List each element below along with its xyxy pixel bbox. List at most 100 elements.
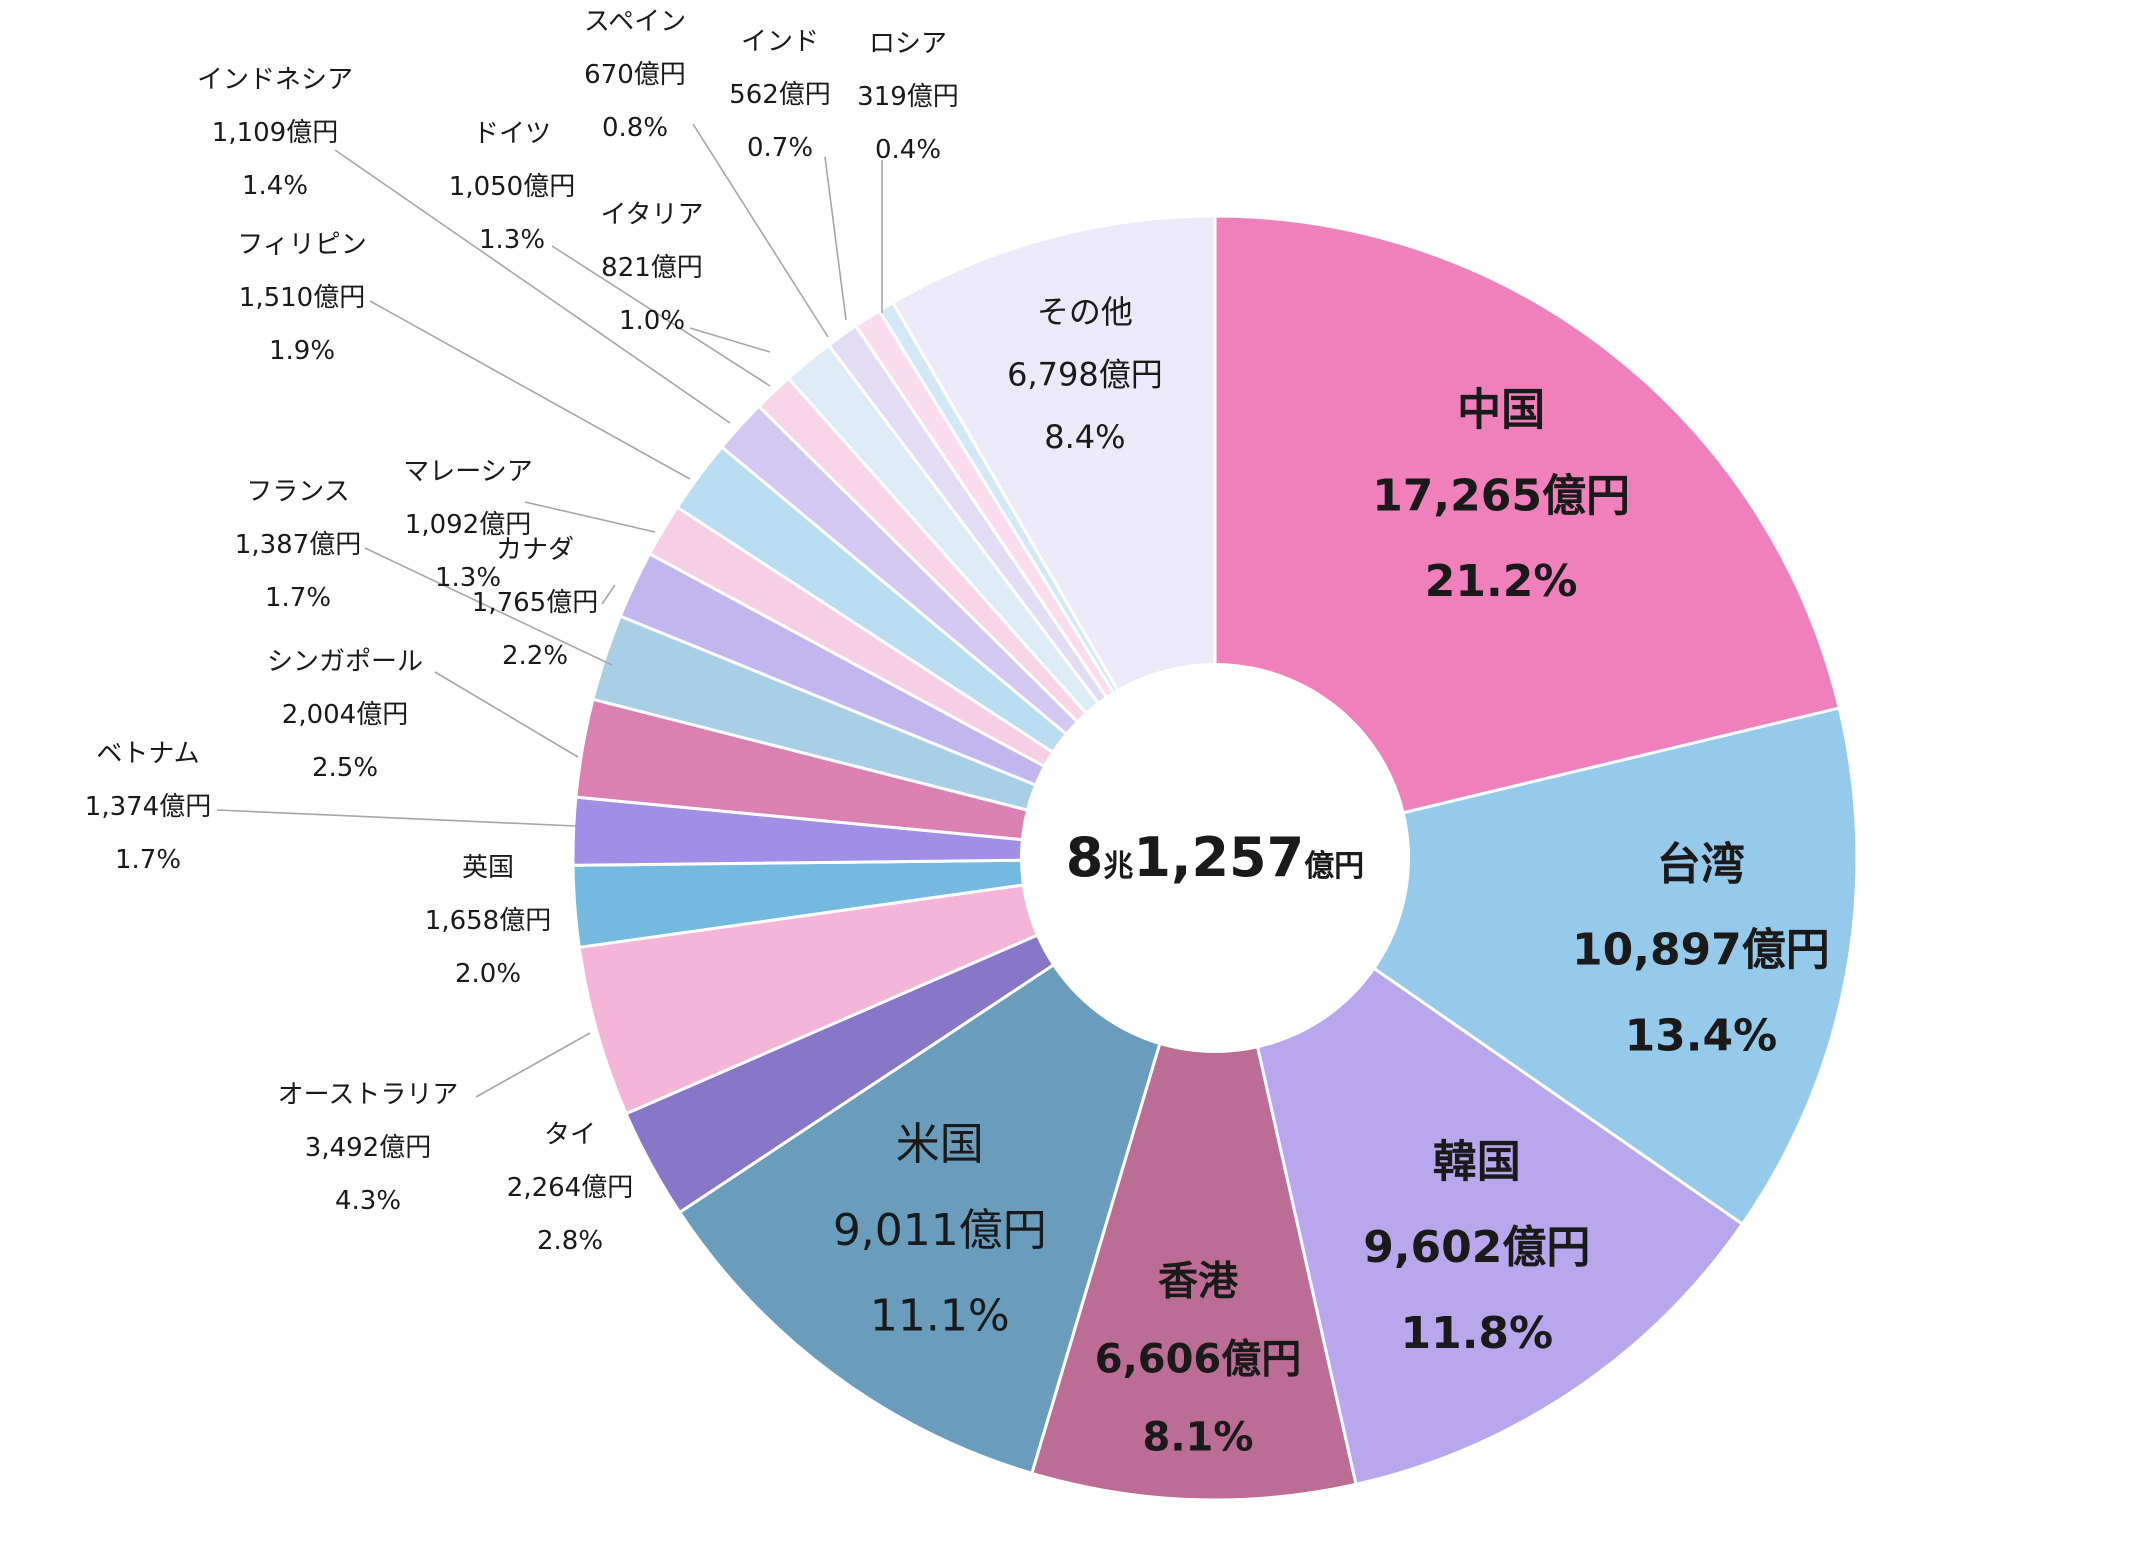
slice-インドネシア-leader-line xyxy=(334,149,731,424)
slice-value: 9,602億円 xyxy=(1363,1222,1590,1273)
slice-香港-label: 香港 6,606億円 8.1% xyxy=(1095,1259,1302,1461)
slice-value: 670億円 xyxy=(584,60,686,90)
slice-ベトナム-leader-line xyxy=(216,809,577,827)
slice-中国-label: 中国 17,265億円 21.2% xyxy=(1372,385,1630,608)
slice-value: 17,265億円 xyxy=(1372,470,1630,521)
slice-value: 1,658億円 xyxy=(425,906,551,936)
slice-value: 1,050億円 xyxy=(449,172,575,202)
slice-name: タイ xyxy=(544,1120,596,1150)
slice-中国 xyxy=(1213,214,1841,860)
slice-マレーシア-label: マレーシア 1,092億円 1.3% xyxy=(403,457,532,593)
slice-percent: 21.2% xyxy=(1425,556,1578,607)
slice-name: オーストラリア xyxy=(278,1080,459,1110)
slice-name: ベトナム xyxy=(96,739,199,769)
center-main2: 1,257 xyxy=(1133,826,1304,889)
slice-value: 562億円 xyxy=(729,80,831,110)
slice-name: シンガポール xyxy=(267,647,423,677)
slice-インド-leader-line xyxy=(824,156,847,321)
slice-value: 6,798億円 xyxy=(1007,356,1163,394)
slice-value: 3,492億円 xyxy=(305,1133,431,1163)
slice-インド-label: インド 562億円 0.7% xyxy=(729,27,831,163)
slice-name: インドネシア xyxy=(197,65,353,95)
slice-台湾-label: 台湾 10,897億円 13.4% xyxy=(1572,839,1830,1062)
slice-スペイン-label: スペイン 670億円 0.8% xyxy=(584,7,686,143)
slice-value: 1,374億円 xyxy=(85,792,211,822)
slice-マレーシア-leader-line xyxy=(524,501,656,533)
slice-フィリピン-label: フィリピン 1,510億円 1.9% xyxy=(237,230,366,366)
slice-percent: 13.4% xyxy=(1625,1010,1778,1061)
slice-name: カナダ xyxy=(496,535,574,565)
slice-percent: 8.1% xyxy=(1143,1415,1254,1461)
slice-percent: 0.4% xyxy=(875,135,941,165)
labels-layer: 中国 17,265億円 21.2% 台湾 10,897億円 13.4% 韓国 9,602億円 1… xyxy=(85,7,1830,1461)
slice-percent: 2.2% xyxy=(502,641,568,671)
slice-value: 6,606億円 xyxy=(1095,1337,1302,1383)
slice-name: その他 xyxy=(1037,293,1133,331)
center-hole xyxy=(1020,663,1410,1053)
slice-name: ドイツ xyxy=(473,119,551,149)
slice-percent: 1.4% xyxy=(242,171,308,201)
slice-ドイツ-leader-line xyxy=(551,245,771,387)
slice-name: フランス xyxy=(246,477,349,507)
slice-percent: 2.5% xyxy=(312,753,378,783)
slice-米国-label: 米国 9,011億円 11.1% xyxy=(833,1119,1047,1342)
slice-percent: 1.3% xyxy=(435,563,501,593)
slice-ロシア-label: ロシア 319億円 0.4% xyxy=(857,29,959,165)
slice-シンガポール-label: シンガポール 2,004億円 2.5% xyxy=(267,647,423,783)
leader-lines-layer xyxy=(216,123,883,1098)
slice-value: 319億円 xyxy=(857,82,959,112)
slice-percent: 1.7% xyxy=(265,583,331,613)
slice-value: 9,011億円 xyxy=(833,1205,1047,1256)
slice-percent: 11.1% xyxy=(870,1291,1010,1342)
slice-イタリア-leader-line xyxy=(689,327,771,353)
slice-value: 2,264億円 xyxy=(507,1173,633,1203)
slice-value: 1,387億円 xyxy=(235,530,361,560)
slice-イタリア-label: イタリア 821億円 1.0% xyxy=(601,200,704,336)
slice-name: フィリピン xyxy=(237,230,366,260)
slice-オーストラリア-label: オーストラリア 3,492億円 4.3% xyxy=(278,1080,459,1216)
slice-カナダ-label: カナダ 1,765億円 2.2% xyxy=(472,535,598,671)
slice-value: 2,004億円 xyxy=(282,700,408,730)
slice-タイ-label: タイ 2,264億円 2.8% xyxy=(507,1120,633,1256)
slice-value: 1,109億円 xyxy=(212,118,338,148)
slice-percent: 1.3% xyxy=(479,225,545,255)
slice-percent: 11.8% xyxy=(1400,1308,1553,1359)
slice-percent: 8.4% xyxy=(1044,418,1125,456)
slice-percent: 1.9% xyxy=(269,336,335,366)
slice-オーストラリア-leader-line xyxy=(475,1032,591,1098)
center-unit2: 億円 xyxy=(1304,849,1364,884)
slice-name: マレーシア xyxy=(403,457,532,487)
slice-ベトナム-label: ベトナム 1,374億円 1.7% xyxy=(85,739,211,875)
slice-percent: 2.0% xyxy=(455,959,521,989)
slice-value: 10,897億円 xyxy=(1572,925,1830,976)
slice-name: 台湾 xyxy=(1657,839,1745,890)
slice-name: ロシア xyxy=(869,29,947,59)
slice-name: イタリア xyxy=(601,200,704,230)
slice-name: 中国 xyxy=(1457,385,1545,436)
slice-name: 韓国 xyxy=(1433,1136,1521,1187)
center-main1: 8 xyxy=(1066,826,1104,889)
slice-name: スペイン xyxy=(584,7,686,37)
slice-value: 821億円 xyxy=(601,253,703,283)
center-unit1: 兆 xyxy=(1103,849,1133,884)
slice-value: 1,092億円 xyxy=(405,510,531,540)
slice-percent: 1.7% xyxy=(115,845,181,875)
slice-name: 米国 xyxy=(896,1119,984,1170)
slice-value: 1,765億円 xyxy=(472,588,598,618)
slice-インドネシア-label: インドネシア 1,109億円 1.4% xyxy=(197,65,353,201)
slice-ドイツ-label: ドイツ 1,050億円 1.3% xyxy=(449,119,575,255)
slice-percent: 0.7% xyxy=(747,133,813,163)
slice-英国-label: 英国 1,658億円 2.0% xyxy=(425,853,551,989)
slice-percent: 2.8% xyxy=(537,1226,603,1256)
slice-フランス-leader-line xyxy=(364,547,613,666)
slice-スペイン-leader-line xyxy=(692,123,829,338)
slice-カナダ-leader-line xyxy=(601,584,616,605)
slice-value: 1,510億円 xyxy=(239,283,365,313)
slice-name: インド xyxy=(741,27,819,57)
slice-フィリピン-leader-line xyxy=(369,300,691,480)
slice-香港 xyxy=(1030,856,1358,1502)
slice-韓国 xyxy=(1213,856,1744,1486)
slice-その他-label: その他 6,798億円 8.4% xyxy=(1007,293,1163,456)
